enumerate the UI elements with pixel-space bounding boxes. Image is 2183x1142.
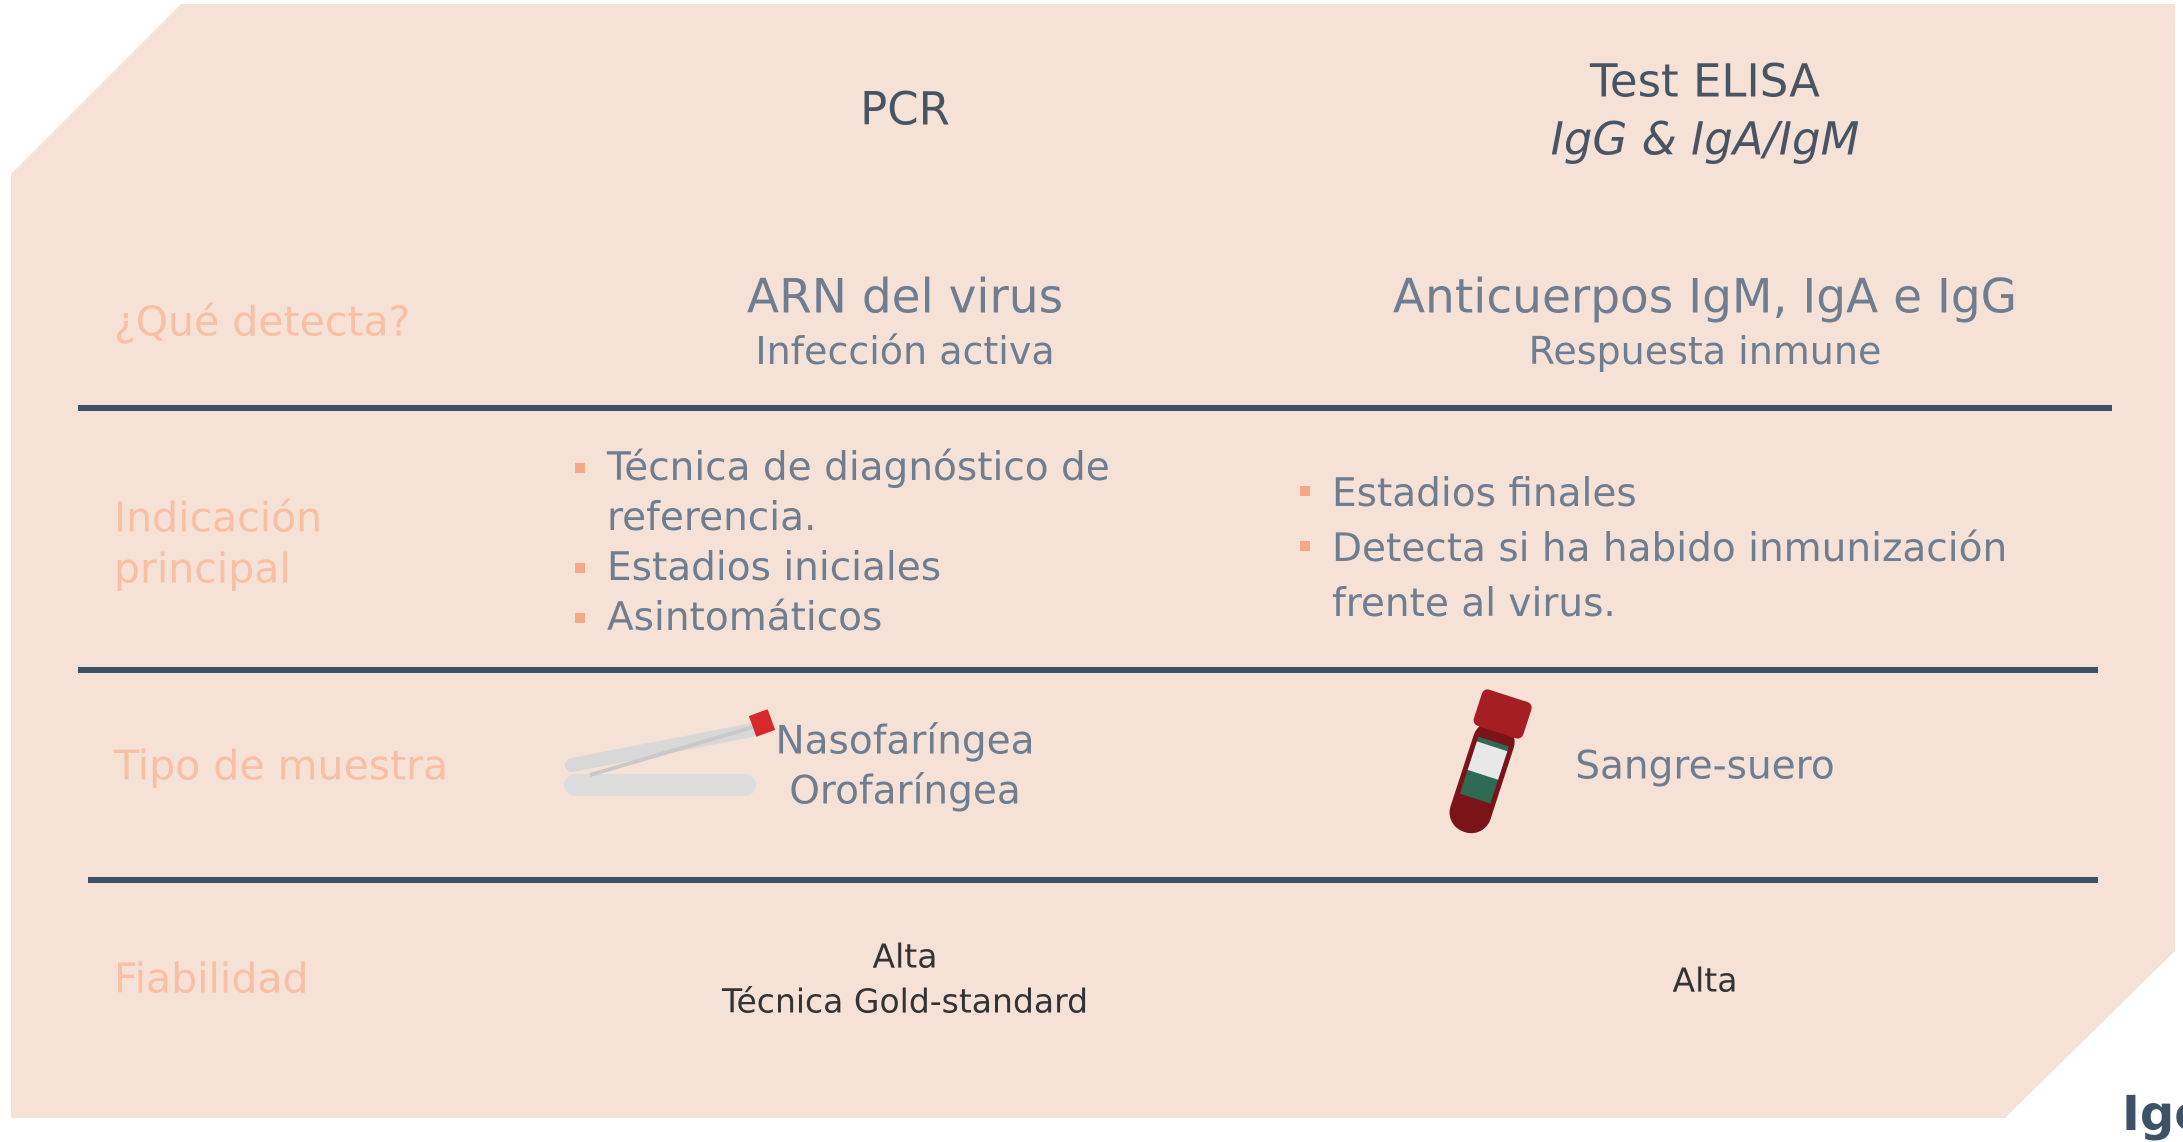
cell-line: Sangre-suero: [1575, 743, 1835, 789]
column-header: Test ELISA: [1590, 54, 1820, 108]
bullet: Detecta si ha habido inmunización frente…: [1300, 521, 2060, 631]
bullet-list: Estadios finales Detecta si ha habido in…: [1300, 466, 2060, 631]
cell-sub: Respuesta inmune: [1528, 329, 1882, 373]
cell-line: Alta: [872, 936, 938, 976]
cell-line: Orofaríngea: [789, 768, 1021, 814]
bullet: Técnica de diagnóstico de referencia.: [575, 443, 1135, 543]
panel: [11, 4, 2175, 1118]
cell-line: Nasofaríngea: [775, 718, 1035, 764]
column-subheader: IgG & IgA/IgM: [1550, 112, 1860, 166]
page: {"header": {"columns": [{"title": "PCR"}…: [11, 4, 2183, 1138]
cell-main: Anticuerpos IgM, IgA e IgG: [1392, 269, 2018, 325]
blood-tube-icon: [1449, 689, 1532, 834]
bullet: Estadios iniciales: [575, 543, 1135, 593]
bullet-list: Técnica de diagnóstico de referencia. Es…: [575, 443, 1135, 643]
row-label: Indicación: [114, 493, 323, 542]
bullet: Estadios finales: [1300, 466, 2060, 521]
cell-line: Técnica Gold-standard: [721, 981, 1089, 1021]
row-label: Tipo de muestra: [114, 741, 449, 790]
swab-icon: [564, 709, 776, 796]
row-label: principal: [114, 544, 291, 593]
row-label: Fiabilidad: [114, 954, 309, 1003]
row-label: ¿Qué detecta?: [114, 297, 411, 346]
bullet: Asintomáticos: [575, 593, 1135, 643]
logo: Igc: [2122, 1086, 2183, 1142]
cell-line: Alta: [1672, 960, 1738, 1000]
cell-main: ARN del virus: [746, 269, 1064, 325]
background: [11, 4, 2175, 1118]
cell-sub: Infección activa: [755, 329, 1055, 373]
column-header: PCR: [860, 82, 950, 136]
